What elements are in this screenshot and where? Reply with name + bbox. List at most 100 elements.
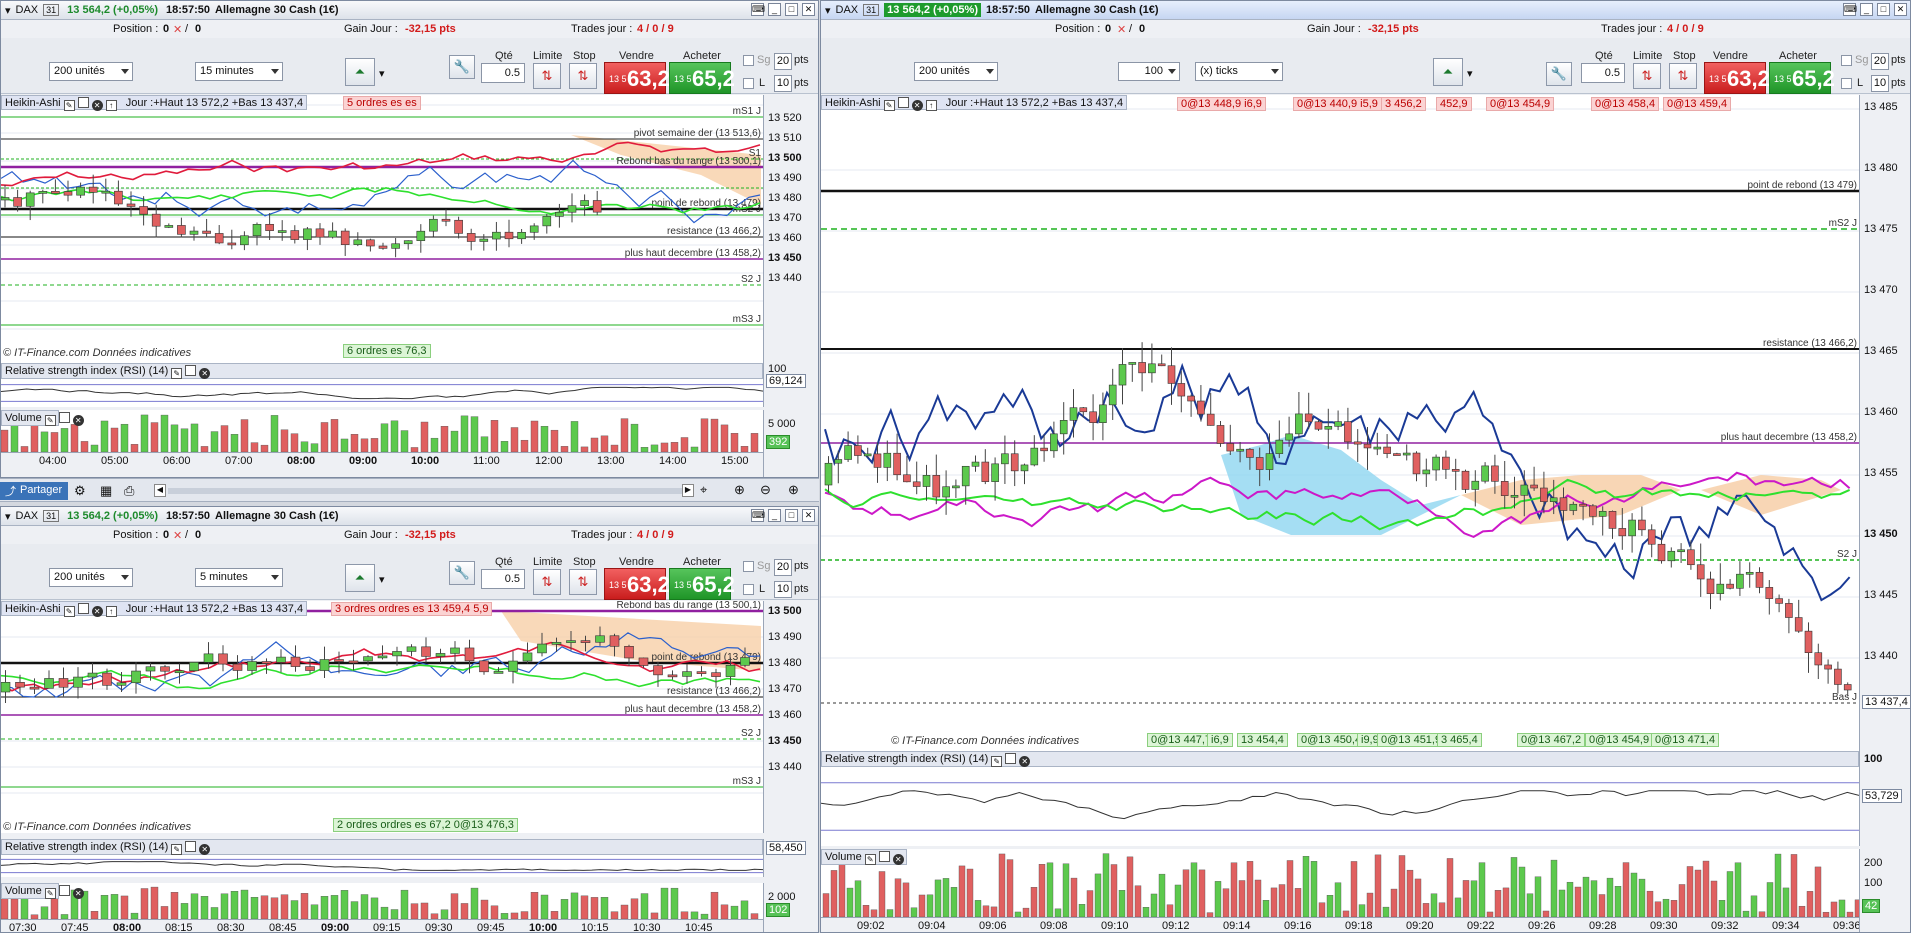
stop-order-icon[interactable]: ⇅	[1669, 63, 1697, 89]
minimize-icon[interactable]: _	[768, 509, 781, 522]
volume-pane[interactable]	[1, 883, 763, 919]
share-button[interactable]: ⤴ Partager	[0, 482, 69, 500]
maximize-icon[interactable]: □	[785, 509, 798, 522]
arrow-up-icon[interactable]: ↑	[105, 100, 117, 111]
close-icon[interactable]: ✕	[802, 3, 815, 16]
minimize-icon[interactable]: _	[1860, 3, 1873, 16]
wrench-icon[interactable]: ✎	[44, 415, 56, 426]
stop-order-icon[interactable]: ⇅	[569, 569, 597, 595]
limit-order-icon[interactable]: ⇅	[533, 569, 561, 595]
sell-button[interactable]: 13 5 63,2	[604, 62, 670, 94]
cancel-icon[interactable]: ✕	[173, 530, 183, 542]
keyboard-icon[interactable]: ⌨	[751, 509, 765, 522]
volume-pane[interactable]	[1, 410, 763, 452]
chart-style-icon[interactable]: ⏶	[345, 564, 375, 592]
window-icon[interactable]	[58, 412, 70, 423]
order-tag[interactable]: 0@13 448,9 i6,9	[1177, 97, 1266, 111]
chart-style-icon[interactable]: ⏶	[345, 58, 375, 86]
close-icon[interactable]: ✕	[199, 368, 211, 379]
rsi-pane[interactable]	[821, 767, 1859, 846]
close-icon[interactable]: ✕	[911, 100, 923, 111]
pts-bottom-input[interactable]: 10	[1871, 75, 1889, 92]
order-tag[interactable]: i9,9	[1357, 733, 1383, 747]
chevron-down-icon[interactable]: ▾	[825, 4, 831, 17]
pts-top-input[interactable]: 20	[774, 53, 792, 70]
keyboard-icon[interactable]: ⌨	[751, 3, 765, 16]
pointer-icon[interactable]: ⌖	[700, 482, 708, 497]
units-select[interactable]: 200 unités	[49, 62, 133, 81]
scroll-left-icon[interactable]: ◀	[154, 484, 166, 497]
minimize-icon[interactable]: _	[768, 3, 781, 16]
arrow-up-icon[interactable]: ↑	[105, 606, 117, 617]
buy-button[interactable]: 13 5 65,2	[1769, 62, 1835, 94]
rsi-pane[interactable]	[1, 379, 763, 407]
pts-top-input[interactable]: 20	[1871, 53, 1889, 70]
timeframe-select[interactable]: 5 minutes	[195, 568, 283, 587]
ticks-select[interactable]: (x) ticks	[1195, 62, 1283, 81]
order-tag[interactable]: 0@13 447,7	[1147, 733, 1216, 747]
time-axis[interactable]: 04:00 05:00 06:00 07:00 08:00 09:00 10:00 11:00…	[1, 452, 763, 477]
close-icon[interactable]: ✕	[199, 844, 211, 855]
close-icon[interactable]: ✕	[892, 854, 904, 865]
price-axis[interactable]: 13 485 13 480 13 475 13 470 13 465 13 460 13 4…	[1859, 95, 1910, 751]
order-tag[interactable]: 3 456,2	[1381, 97, 1426, 111]
window-icon[interactable]	[897, 97, 909, 108]
pts-top-input[interactable]: 20	[774, 559, 792, 576]
zoom-in-icon[interactable]: ⊕	[788, 482, 799, 497]
buy-button[interactable]: 13 5 65,2	[669, 62, 735, 94]
wrench-icon[interactable]: ✎	[63, 100, 75, 111]
time-axis[interactable]: 07:30 07:45 08:00 08:15 08:30 08:45 09:00 09:15…	[1, 919, 763, 932]
layout-icon[interactable]: ⚙	[74, 483, 86, 498]
l-checkbox[interactable]	[743, 78, 754, 89]
scrollbar[interactable]	[168, 488, 682, 494]
close-icon[interactable]: ✕	[91, 606, 103, 617]
window-icon[interactable]	[77, 603, 89, 614]
order-tag[interactable]: 0@13 467,2	[1517, 733, 1586, 747]
window-icon[interactable]	[878, 851, 890, 862]
price-axis[interactable]: 13 500 13 490 13 480 13 470 13 460 13 450 13 4…	[763, 601, 818, 833]
volume-pane[interactable]	[821, 849, 1859, 917]
wrench-icon[interactable]: ✎	[883, 100, 895, 111]
maximize-icon[interactable]: □	[785, 3, 798, 16]
wrench-icon[interactable]: ✎	[44, 888, 56, 899]
window-icon[interactable]	[77, 97, 89, 108]
wrench-icon[interactable]: 🔧	[1546, 62, 1572, 86]
order-tag[interactable]: 0@13 471,4	[1651, 733, 1720, 747]
zoom-fit-icon[interactable]: ⊕	[734, 482, 745, 497]
chevron-down-icon[interactable]: ▾	[5, 4, 11, 17]
wrench-icon[interactable]: 🔧	[449, 55, 475, 79]
order-tag[interactable]: 0@13 451,9	[1377, 733, 1446, 747]
title-bar[interactable]: ▾ DAX 31 13 564,2 (+0,05%) 18:57:50 Alle…	[1, 507, 818, 526]
zoom-out-icon[interactable]: ⊖	[760, 482, 771, 497]
chart-style-icon[interactable]: ⏶	[1433, 58, 1463, 86]
close-icon[interactable]: ✕	[91, 100, 103, 111]
price-chart[interactable]: mS1 J pivot semaine der (13 513,6) S1 Rebon…	[1, 95, 763, 363]
stop-order-icon[interactable]: ⇅	[569, 63, 597, 89]
chevron-down-icon[interactable]: ▾	[379, 574, 385, 586]
qty-input[interactable]: 0.5	[481, 63, 525, 83]
close-icon[interactable]: ✕	[72, 888, 84, 899]
close-icon[interactable]: ✕	[802, 509, 815, 522]
order-tag[interactable]: 0@13 454,9	[1585, 733, 1654, 747]
orders-tag-bottom[interactable]: 6 ordres es 76,3	[343, 344, 431, 358]
orders-tag[interactable]: 3 ordres ordres es 13 459,4 5,9	[331, 602, 493, 616]
limit-order-icon[interactable]: ⇅	[1633, 63, 1661, 89]
sg-checkbox[interactable]	[743, 561, 754, 572]
close-icon[interactable]: ✕	[1894, 3, 1907, 16]
buy-button[interactable]: 13 5 65,2	[669, 568, 735, 600]
order-tag[interactable]: 0@13 450,4	[1297, 733, 1366, 747]
chevron-down-icon[interactable]: ▾	[379, 68, 385, 80]
sell-button[interactable]: 13 5 63,2	[604, 568, 670, 600]
sg-checkbox[interactable]	[1841, 55, 1852, 66]
order-tag[interactable]: 0@13 454,9	[1486, 97, 1555, 111]
maximize-icon[interactable]: □	[1877, 3, 1890, 16]
wrench-icon[interactable]: ✎	[171, 844, 183, 855]
orders-tag[interactable]: 5 ordres es es	[343, 96, 421, 110]
wrench-icon[interactable]: ✎	[63, 606, 75, 617]
order-tag[interactable]: 0@13 458,4	[1591, 97, 1660, 111]
title-bar[interactable]: ▾ DAX 31 13 564,2 (+0,05%) 18:57:50 Alle…	[1, 1, 818, 20]
sg-checkbox[interactable]	[743, 55, 754, 66]
window-icon[interactable]	[185, 365, 197, 376]
units-select[interactable]: 200 unités	[914, 62, 998, 81]
scroll-right-icon[interactable]: ▶	[682, 484, 694, 497]
